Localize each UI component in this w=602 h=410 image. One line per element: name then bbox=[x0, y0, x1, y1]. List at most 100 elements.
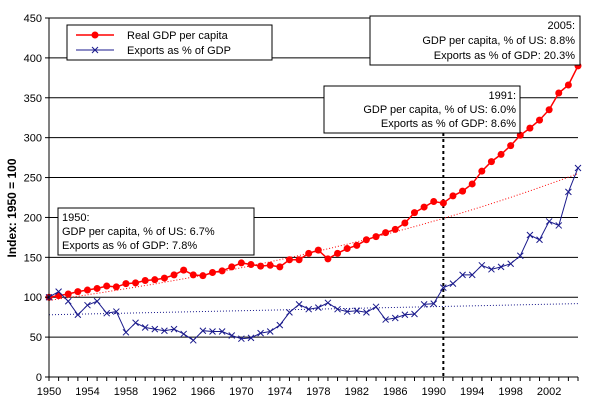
data-point-gdp bbox=[334, 249, 342, 257]
y-tick-label: 300 bbox=[24, 133, 42, 145]
data-point-exports bbox=[488, 265, 495, 273]
data-point-exports bbox=[459, 271, 466, 279]
data-point-gdp bbox=[218, 267, 226, 275]
data-point-exports bbox=[228, 332, 236, 339]
data-point-exports bbox=[516, 252, 524, 260]
data-point-gdp bbox=[266, 261, 274, 269]
data-point-gdp bbox=[382, 229, 390, 237]
data-point-gdp bbox=[132, 279, 140, 287]
x-tick-label: 1998 bbox=[498, 386, 522, 398]
x-tick-label: 1962 bbox=[152, 386, 176, 398]
data-point-gdp bbox=[353, 241, 361, 249]
data-point-exports bbox=[199, 327, 207, 335]
y-tick-label: 350 bbox=[24, 93, 42, 105]
data-point-exports bbox=[545, 218, 553, 225]
data-point-exports bbox=[180, 330, 188, 338]
data-point-exports bbox=[363, 309, 370, 316]
data-point-exports bbox=[93, 297, 101, 305]
data-point-exports bbox=[84, 301, 91, 309]
data-point-exports bbox=[497, 263, 505, 271]
x-tick-label: 1978 bbox=[306, 386, 330, 398]
data-point-exports bbox=[324, 299, 332, 307]
data-point-gdp bbox=[237, 259, 245, 267]
series-group bbox=[45, 62, 582, 344]
data-point-gdp bbox=[228, 263, 236, 271]
annotation-2005-line-3: Exports as % of GDP: 20.3% bbox=[434, 50, 575, 62]
y-tick-label: 100 bbox=[24, 292, 42, 304]
y-tick-label: 450 bbox=[24, 13, 42, 25]
data-point-exports bbox=[334, 305, 341, 313]
data-point-gdp bbox=[507, 142, 515, 150]
data-point-exports bbox=[286, 309, 293, 316]
data-point-exports bbox=[122, 328, 130, 336]
data-point-gdp bbox=[295, 256, 303, 264]
data-point-gdp bbox=[83, 286, 91, 294]
data-point-gdp bbox=[343, 245, 351, 253]
data-point-exports bbox=[238, 335, 245, 343]
data-point-gdp bbox=[276, 263, 284, 271]
data-point-exports bbox=[314, 304, 322, 311]
data-point-exports bbox=[574, 164, 582, 172]
x-tick-label: 1954 bbox=[75, 386, 99, 398]
y-tick-label: 0 bbox=[36, 372, 42, 384]
data-point-exports bbox=[391, 314, 399, 322]
data-point-gdp bbox=[180, 266, 188, 274]
data-point-exports bbox=[55, 288, 62, 295]
annotation-1991-line-1: 1991: bbox=[488, 90, 516, 102]
data-point-gdp bbox=[478, 167, 486, 175]
annotation-1991-line-2: GDP per capita, % of US: 6.0% bbox=[363, 104, 516, 116]
data-point-gdp bbox=[122, 280, 130, 288]
legend-label-exports: Exports as % of GDP bbox=[127, 45, 231, 57]
data-point-gdp bbox=[410, 209, 418, 217]
data-point-exports bbox=[420, 301, 428, 308]
data-point-exports bbox=[478, 261, 486, 269]
x-tick-label: 1970 bbox=[229, 386, 253, 398]
y-tick-label: 250 bbox=[24, 173, 42, 185]
data-point-exports bbox=[372, 303, 380, 311]
data-point-gdp bbox=[430, 197, 438, 205]
data-point-exports bbox=[353, 307, 361, 315]
data-point-gdp bbox=[247, 261, 255, 269]
data-point-gdp bbox=[564, 81, 572, 89]
data-point-exports bbox=[247, 334, 255, 342]
data-point-gdp bbox=[401, 219, 409, 227]
data-point-gdp bbox=[64, 290, 72, 298]
data-point-exports bbox=[536, 236, 543, 244]
x-tick-label: 1982 bbox=[345, 386, 369, 398]
data-point-exports bbox=[170, 325, 178, 333]
data-point-exports bbox=[468, 271, 476, 279]
y-tick-label: 150 bbox=[24, 252, 42, 264]
x-tick-label: 1958 bbox=[114, 386, 138, 398]
data-point-gdp bbox=[391, 225, 399, 233]
data-point-exports bbox=[382, 316, 389, 323]
legend-label-gdp: Real GDP per capita bbox=[127, 30, 229, 42]
data-point-gdp bbox=[103, 282, 111, 290]
data-point-gdp bbox=[372, 233, 380, 241]
data-point-gdp bbox=[160, 274, 168, 282]
data-point-gdp bbox=[74, 288, 82, 296]
data-point-gdp bbox=[487, 158, 495, 166]
data-point-exports bbox=[343, 308, 351, 315]
annotation-1950-line-1: 1950: bbox=[62, 212, 90, 224]
annotation-2005: 2005: GDP per capita, % of US: 8.8% Expo… bbox=[369, 15, 581, 66]
data-point-exports bbox=[449, 280, 457, 288]
x-tick-label: 1974 bbox=[268, 386, 292, 398]
annotation-2005-line-1: 2005: bbox=[547, 20, 575, 32]
data-point-gdp bbox=[526, 124, 534, 132]
data-point-exports bbox=[257, 329, 264, 337]
legend-marker-gdp bbox=[91, 31, 99, 39]
data-point-exports bbox=[189, 336, 197, 344]
trendlines bbox=[48, 173, 579, 316]
data-point-gdp bbox=[468, 180, 476, 188]
annotation-1991: 1991: GDP per capita, % of US: 6.0% Expo… bbox=[323, 85, 521, 134]
annotation-1991-line-3: Exports as % of GDP: 8.6% bbox=[381, 118, 516, 130]
data-point-gdp bbox=[257, 262, 265, 270]
data-point-exports bbox=[112, 308, 120, 315]
data-point-gdp bbox=[189, 271, 197, 279]
data-point-exports bbox=[218, 328, 226, 335]
data-point-exports bbox=[526, 231, 534, 239]
x-tick-label: 1994 bbox=[460, 386, 484, 398]
data-point-gdp bbox=[545, 106, 553, 114]
data-point-exports bbox=[209, 328, 216, 335]
